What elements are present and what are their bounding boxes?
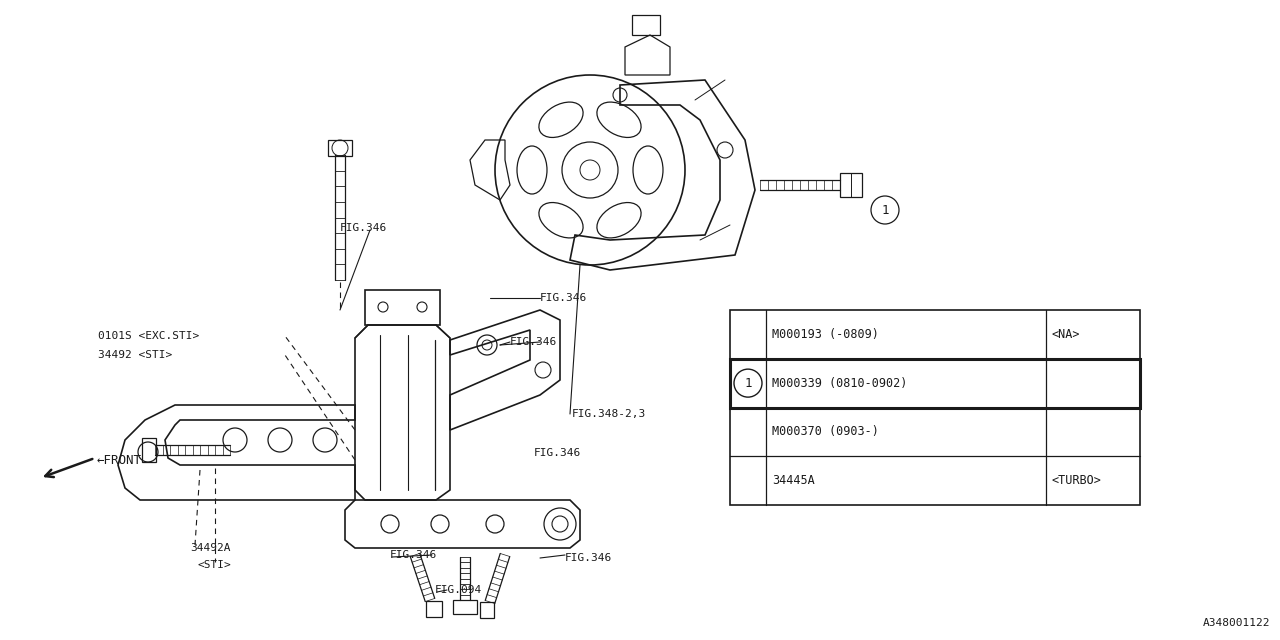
Text: ←FRONT: ←FRONT: [97, 454, 142, 467]
Text: <STI>: <STI>: [197, 560, 230, 570]
Text: M000339 (0810-0902): M000339 (0810-0902): [772, 376, 908, 390]
Bar: [328, 140, 352, 156]
Bar: [426, 601, 442, 617]
Text: FIG.348-2,3: FIG.348-2,3: [572, 409, 646, 419]
Text: 34445A: 34445A: [772, 474, 815, 487]
Text: <TURBO>: <TURBO>: [1052, 474, 1102, 487]
Bar: [365, 290, 440, 325]
Text: 1: 1: [744, 376, 751, 390]
Bar: [730, 359, 1140, 408]
Bar: [840, 173, 861, 197]
Text: 1: 1: [881, 204, 888, 216]
Text: FIG.346: FIG.346: [540, 293, 588, 303]
Text: 34492A: 34492A: [189, 543, 230, 553]
Text: <NA>: <NA>: [1052, 328, 1080, 341]
Text: 0101S <EXC.STI>: 0101S <EXC.STI>: [99, 331, 200, 341]
Text: M000370 (0903-): M000370 (0903-): [772, 426, 879, 438]
Bar: [730, 310, 1140, 505]
Text: FIG.346: FIG.346: [564, 553, 612, 563]
Text: 34492 <STI>: 34492 <STI>: [99, 350, 173, 360]
Text: FIG.346: FIG.346: [390, 550, 438, 560]
Circle shape: [733, 369, 762, 397]
Text: A348001122: A348001122: [1202, 618, 1270, 628]
Bar: [480, 602, 494, 618]
Text: FIG.346: FIG.346: [340, 223, 388, 233]
Text: FIG.094: FIG.094: [435, 585, 483, 595]
Bar: [142, 438, 156, 462]
Text: FIG.346: FIG.346: [534, 448, 581, 458]
Bar: [453, 600, 477, 614]
Bar: [632, 15, 660, 35]
Text: M000193 (-0809): M000193 (-0809): [772, 328, 879, 341]
Text: FIG.346: FIG.346: [509, 337, 557, 347]
